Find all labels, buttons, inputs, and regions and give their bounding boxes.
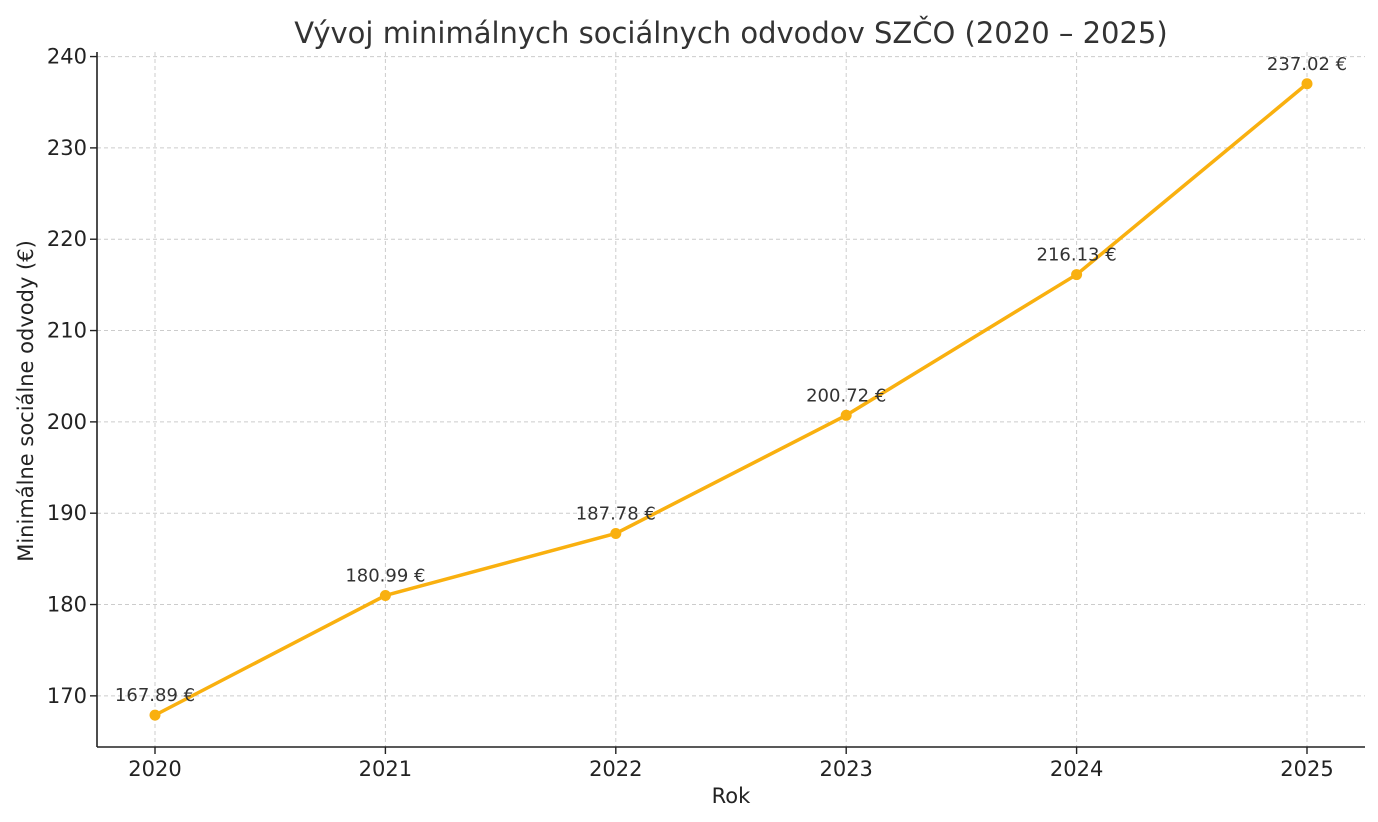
x-tick-label: 2025 (1280, 757, 1333, 781)
ticks: 170 180 190 200 210 220 230 240 2020 2021 2022 2023… (47, 45, 1334, 781)
y-tick-label: 180 (47, 593, 87, 617)
y-tick-label: 170 (47, 684, 87, 708)
data-label: 200.72 € (806, 385, 886, 406)
y-tick-label: 220 (47, 227, 87, 251)
series (149, 78, 1313, 721)
data-point (149, 709, 161, 721)
y-tick-label: 210 (47, 319, 87, 343)
x-tick-label: 2020 (128, 757, 181, 781)
data-labels: 167.89 € 180.99 € 187.78 € 200.72 € 216.13 €… (115, 54, 1347, 706)
x-tick-label: 2022 (589, 757, 642, 781)
data-point (1301, 78, 1313, 90)
y-axis-label: Minimálne sociálne odvody (€) (14, 240, 38, 562)
data-point (840, 409, 852, 421)
data-point (379, 589, 391, 601)
x-tick-label: 2024 (1050, 757, 1103, 781)
chart-title: Vývoj minimálnych sociálnych odvodov SZČ… (294, 16, 1167, 50)
series-line (153, 82, 1309, 717)
x-axis-label: Rok (712, 784, 751, 808)
grid (97, 52, 1365, 747)
data-label: 187.78 € (576, 503, 656, 524)
y-tick-label: 190 (47, 501, 87, 525)
data-point (610, 527, 622, 539)
data-label: 216.13 € (1037, 245, 1117, 266)
y-tick-label: 230 (47, 136, 87, 160)
x-tick-label: 2021 (359, 757, 412, 781)
data-label: 237.02 € (1267, 54, 1347, 75)
axes (96, 52, 1365, 748)
data-point (1071, 269, 1083, 281)
y-tick-label: 200 (47, 410, 87, 434)
data-label: 167.89 € (115, 685, 195, 706)
data-label: 180.99 € (345, 565, 425, 586)
y-tick-label: 240 (47, 45, 87, 69)
x-tick-label: 2023 (819, 757, 872, 781)
